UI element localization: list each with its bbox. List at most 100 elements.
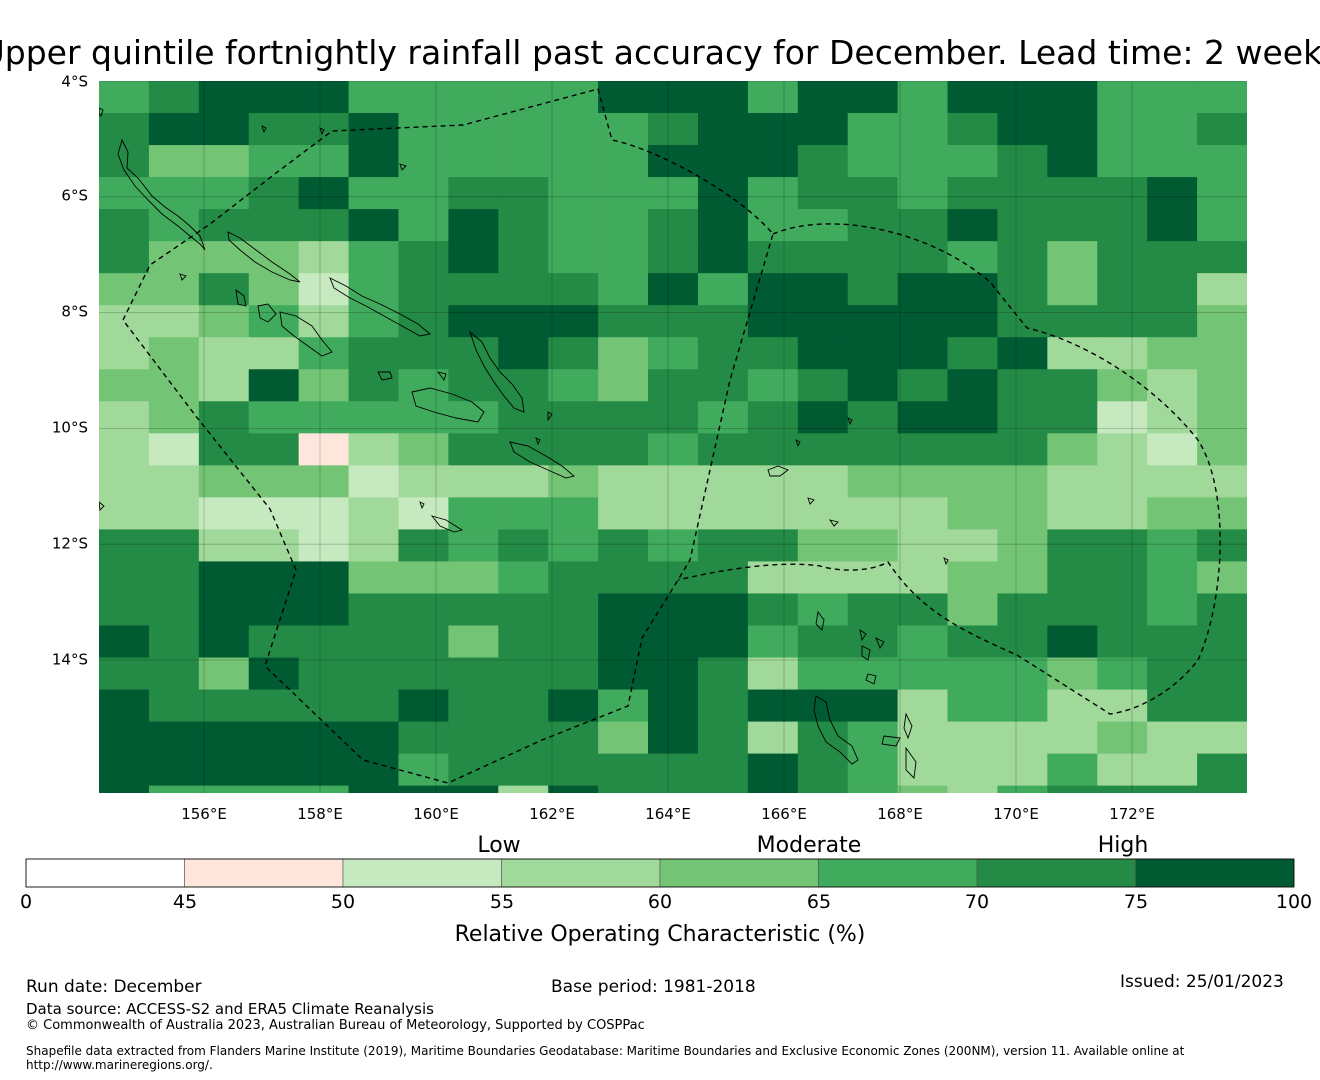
grid-cell [498,177,549,210]
lat-label-14s: 14°S [52,651,88,669]
grid-cell [248,273,300,306]
grid-cell [498,209,549,242]
grid-cell [99,818,150,851]
grid-cell [298,113,350,146]
grid-cell [947,273,999,306]
grid-cell [148,625,200,659]
grid-cell [548,721,599,755]
grid-cell [298,561,350,595]
grid-cell [747,145,799,178]
grid-cell [648,337,699,370]
grid-cell [747,81,799,114]
grid-cell [1197,529,1247,563]
choiseul-island [227,231,301,283]
grid-cell [598,625,649,659]
grid-cell [897,401,949,434]
chart-title-text: Upper quintile fortnightly rainfall past… [0,33,1320,72]
grid-cell [797,465,849,498]
grid-cell [248,593,300,627]
grid-cell [248,113,300,146]
lon-label-168e: 168°E [877,805,923,823]
grid-cell [947,177,999,210]
grid-cell [148,177,200,210]
grid-cell [747,465,799,498]
grid-cell [1047,818,1098,851]
grid-cell [298,241,350,274]
grid-cell [398,433,449,466]
vanuatu-islands [815,557,949,779]
grid-cell [298,305,350,338]
grid-cell [1147,273,1198,306]
western-small-islands [99,107,407,511]
grid-cell [349,818,400,851]
grid-cell [99,337,150,370]
grid-cell [249,818,300,851]
grid-cell [148,273,200,306]
grid-cell [248,625,300,659]
grid-cell [997,721,1048,755]
colorbar-tick-45: 45 [173,891,197,913]
grid-cell [1097,657,1148,691]
grid-cell [348,657,400,691]
grid-cell [897,625,949,659]
grid-cell [648,561,699,595]
grid-cell [148,529,200,563]
grid-cell [697,785,749,793]
grid-cell [797,145,849,178]
grid-cell [598,145,649,178]
colorbar-tick-0: 0 [20,891,32,913]
grid-cell [1147,497,1198,530]
grid-cell [348,497,400,530]
colorbar-segment [818,858,978,888]
grid-cell [1097,625,1148,659]
grid-cell [797,529,849,563]
grid-cell [747,337,799,370]
grid-cell [847,273,899,306]
grid-cell [99,433,150,466]
grid-cell [1097,369,1148,402]
grid-cell [448,561,499,595]
grid-cell [1147,721,1198,755]
grid-cell [248,401,300,434]
grid-cell [747,305,799,338]
grid-cell [99,689,150,723]
grid-cell [947,561,999,595]
copyright: © Commonwealth of Australia 2023, Austra… [26,1018,645,1033]
grid-cell [1147,369,1198,402]
grid-cell [448,241,499,274]
grid-cell [548,689,599,723]
grid-cell [148,497,200,530]
grid-cell [797,497,849,530]
grid-cell [1197,177,1247,210]
grid-cell [248,305,300,338]
grid-cell [1197,145,1247,178]
grid-cell [1147,753,1198,787]
makira-island [509,441,575,479]
grid-cell [697,721,749,755]
grid-cell [747,241,799,274]
grid-cell [248,497,300,530]
colorbar-tick-75: 75 [1124,891,1148,913]
grid-cell [697,145,749,178]
grid-cell [99,305,150,338]
grid-cell [598,529,649,563]
grid-cell [498,625,549,659]
grid-cell [1147,241,1198,274]
grid-cell [248,753,300,787]
grid-cell [148,657,200,691]
grid-cell [548,81,599,114]
grid-cell [148,113,200,146]
grid-cell [847,241,899,274]
grid-cell [1047,657,1098,691]
grid-cell [1047,241,1098,274]
grid-cell [99,273,150,306]
grid-cell [847,337,899,370]
grid-cell [1197,273,1247,306]
grid-cell [1197,401,1247,434]
colorbar-tick-65: 65 [807,891,831,913]
grid-cell [448,401,499,434]
grid-cell [298,81,350,114]
grid-cell [148,465,200,498]
grid-cell [747,593,799,627]
